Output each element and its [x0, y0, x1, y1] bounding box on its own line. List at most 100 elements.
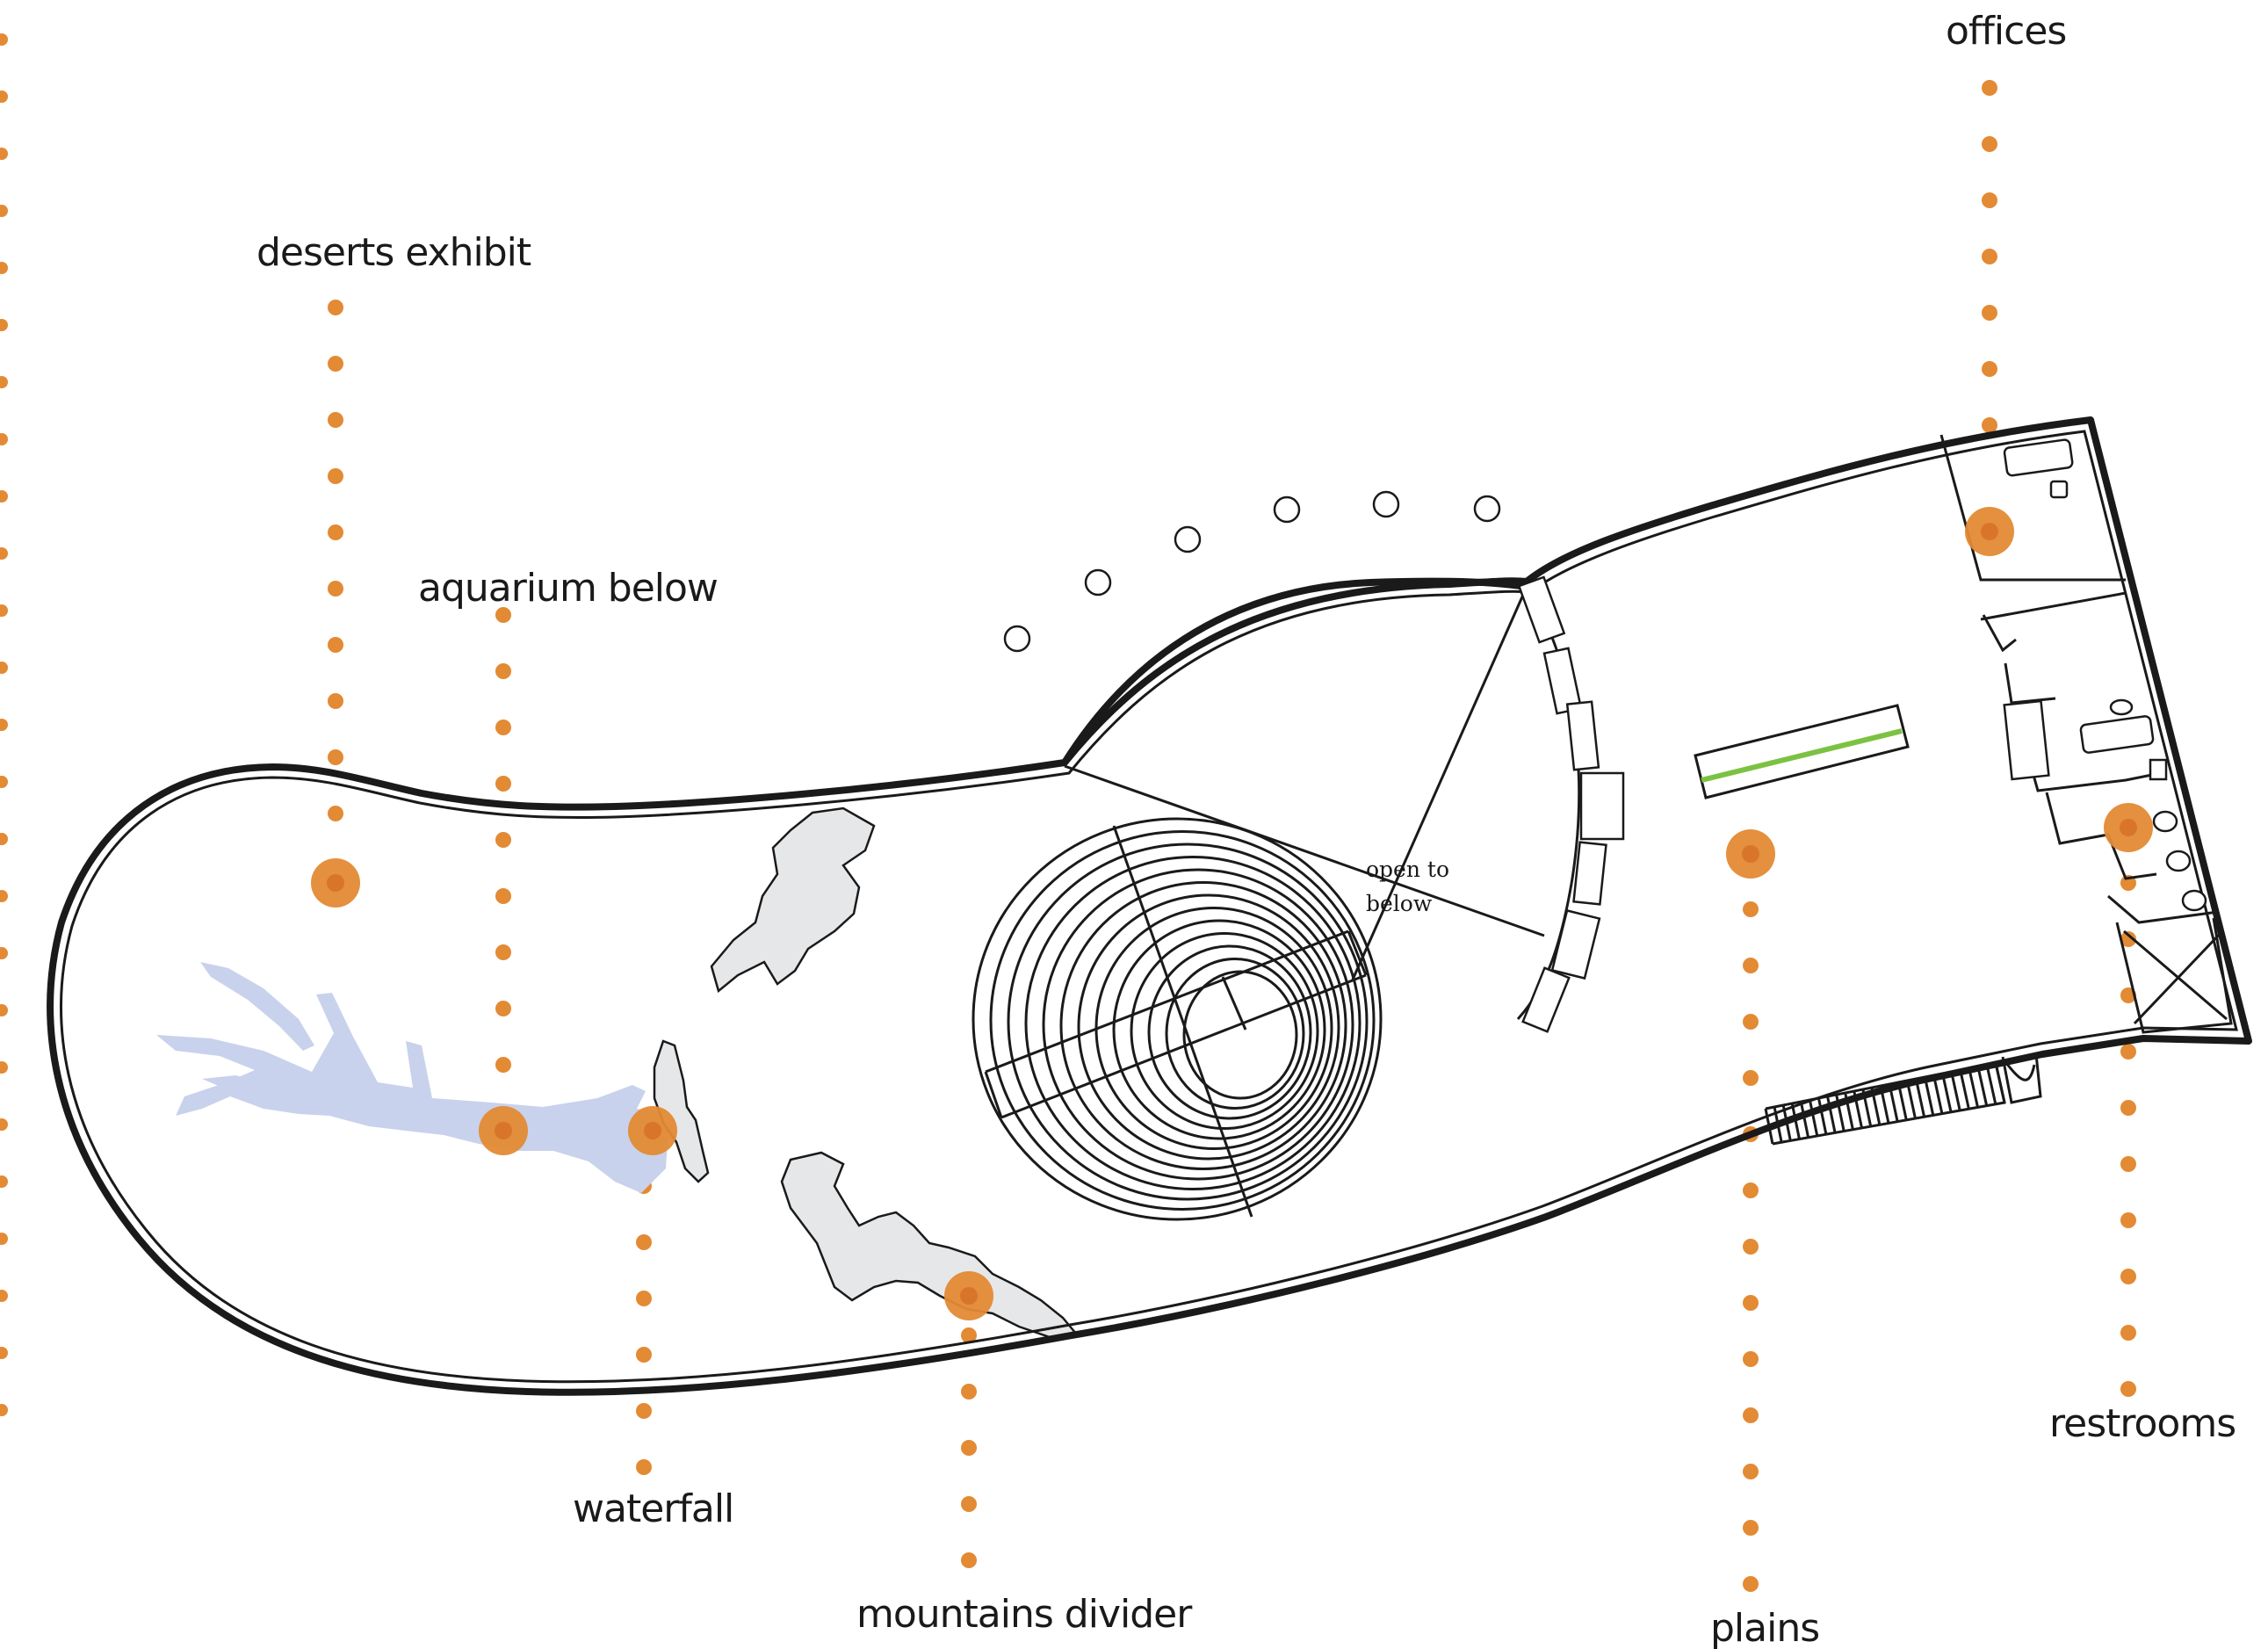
leader-dot [328, 356, 343, 372]
ramp-ring [1024, 856, 1362, 1190]
leader-dot [961, 1384, 977, 1399]
stair-tread [1932, 1074, 1944, 1114]
leader-dot [1743, 1014, 1759, 1030]
stair-tread [1905, 1080, 1917, 1119]
edge-dot [0, 148, 8, 160]
stair-tread [1799, 1101, 1810, 1139]
edge-dot [0, 90, 8, 103]
ramp-ring [1112, 919, 1326, 1140]
leader-dot [495, 1057, 511, 1073]
edge-dot [0, 890, 8, 902]
stair-treads [1764, 1061, 2006, 1146]
edge-dot [0, 205, 8, 217]
stair-tread [1888, 1083, 1899, 1123]
edge-dot [0, 490, 8, 503]
stair-tread [1959, 1069, 1970, 1110]
edge-dot [0, 662, 8, 674]
rock-formation-waterfall [653, 1039, 710, 1183]
building-inner-wall [60, 430, 2238, 1384]
stair-tread [1985, 1064, 1997, 1105]
leader-dot [1982, 249, 1997, 264]
ramp-ring [1130, 932, 1319, 1130]
stair-tread [1781, 1104, 1792, 1141]
ramp-ring [971, 817, 1383, 1221]
leader-dot [961, 1552, 977, 1568]
stair-tread [1879, 1085, 1890, 1124]
leader-dot [1743, 1295, 1759, 1311]
rotunda-arc [1061, 577, 1528, 765]
edge-dot [0, 547, 8, 560]
label-deserts-exhibit: deserts exhibit [256, 230, 531, 275]
label-restrooms: restrooms [2049, 1401, 2235, 1446]
stair-tread [1914, 1078, 1926, 1117]
leader-dot [1743, 1576, 1759, 1592]
label-plains: plains [1710, 1606, 1819, 1649]
leader-dot [328, 581, 343, 597]
leader-dot [1982, 80, 1997, 96]
edge-dot [0, 1118, 8, 1131]
leader-dot [1982, 192, 1997, 208]
stair-tread [1976, 1066, 1989, 1106]
leader-dot [1743, 1464, 1759, 1479]
stair-tread [1941, 1073, 1953, 1113]
ramp-ring [1182, 970, 1298, 1100]
edge-dot [0, 604, 8, 617]
leader-dot [1743, 901, 1759, 917]
edge-dot [0, 262, 8, 274]
edge-dot [0, 376, 8, 388]
leader-dot [1982, 305, 1997, 321]
leader-dot [1743, 1183, 1759, 1198]
ramp-ring [989, 830, 1376, 1211]
leader-dot [328, 524, 343, 540]
ramp-ring [1059, 881, 1347, 1170]
label-open-to: open to [1366, 857, 1449, 882]
leader-dot [1743, 1239, 1759, 1255]
rock-formation-lower [780, 1151, 1079, 1339]
left-edge-dotted-line [0, 33, 8, 1416]
label-offices: offices [1946, 9, 2066, 54]
stair-tread [1923, 1076, 1935, 1116]
aquarium-water-branch [200, 962, 314, 1051]
leader-dot [636, 1347, 652, 1363]
leader-dot [636, 1234, 652, 1250]
ramp-ring [1147, 944, 1312, 1120]
leader-dot [1743, 1520, 1759, 1536]
stair-tread [1790, 1103, 1801, 1139]
stair-tread [1835, 1094, 1845, 1132]
ramp-bridge [984, 825, 1368, 1218]
leader-dot [2120, 1100, 2136, 1116]
leader-dot [495, 832, 511, 848]
leader-dot [2120, 1381, 2136, 1397]
label-aquarium-below: aquarium below [418, 566, 718, 611]
facade-panels [1517, 575, 1625, 1033]
leader-dot [495, 1001, 511, 1016]
edge-dot [0, 1290, 8, 1302]
stair-tread [1968, 1067, 1980, 1108]
zone-markers [311, 507, 2153, 1320]
rock-formation-upper [710, 806, 876, 994]
stair-tread [1994, 1062, 2006, 1103]
plains-bench [1694, 704, 1910, 799]
edge-dot [0, 1175, 8, 1188]
leader-dot [1743, 1351, 1759, 1367]
leader-dot [636, 1459, 652, 1475]
leader-dot [961, 1496, 977, 1512]
edge-dot [0, 1004, 8, 1016]
aquarium-water-branch-2 [202, 1075, 290, 1105]
label-leader-lines [328, 80, 2136, 1592]
leader-dot [328, 693, 343, 709]
leader-dot [328, 412, 343, 428]
stair-tread [1896, 1081, 1908, 1121]
edge-dot [0, 33, 8, 46]
leader-dot [961, 1327, 977, 1343]
building-outer-wall [47, 416, 2252, 1396]
leader-dot [961, 1440, 977, 1456]
leader-dot [328, 637, 343, 653]
leader-dot [1743, 1070, 1759, 1086]
edge-dot [0, 947, 8, 959]
edge-dot [0, 1233, 8, 1245]
label-below: below [1366, 891, 1433, 916]
entry-vestibule [2001, 1053, 2042, 1104]
leader-dot [328, 468, 343, 484]
